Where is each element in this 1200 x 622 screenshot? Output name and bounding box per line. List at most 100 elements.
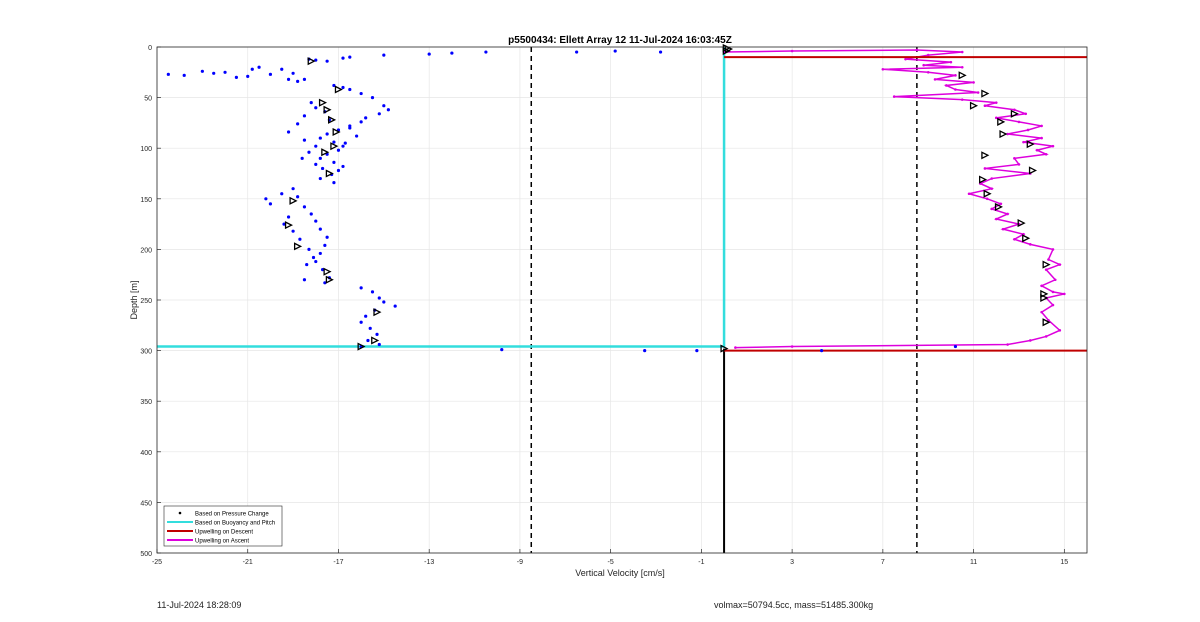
upwelling-ascent-point [1006,212,1009,216]
upwelling-ascent-point [926,71,930,74]
upwelling-ascent-point [945,84,948,87]
x-tick-label: -21 [243,559,253,566]
upwelling-ascent-point [904,57,907,61]
upwelling-ascent-point [734,346,737,349]
upwelling-ascent-point [994,116,998,120]
pressure-change-point [302,114,307,118]
upwelling-ascent-point [1017,163,1021,166]
upwelling-ascent-point [881,67,885,71]
triangle-marker [969,101,979,110]
pressure-change-point [298,237,302,241]
x-tick-label: 3 [790,559,794,566]
pressure-change-point [320,268,325,272]
upwelling-ascent-point [1051,303,1055,307]
pressure-change-point [318,227,322,231]
x-tick-label: 11 [970,559,977,566]
upwelling-ascent-point [983,104,987,107]
pressure-change-point [166,72,170,76]
pressure-change-point [302,205,307,209]
triangle-marker [373,308,382,317]
upwelling-ascent-point [922,63,925,67]
upwelling-ascent-point [1026,128,1030,132]
pressure-change-point [323,281,327,285]
pressure-change-point [323,243,327,247]
upwelling-ascent-point [1058,263,1062,266]
pressure-change-point [341,144,345,148]
pressure-change-point [250,67,254,71]
upwelling-ascent-point [1040,136,1043,140]
upwelling-ascent-point [1001,227,1005,231]
upwelling-ascent-point [994,217,998,221]
pressure-change-point [314,162,318,166]
triangle-marker [357,342,366,351]
pressure-change-point [484,50,488,54]
upwelling-ascent-point [1051,144,1055,148]
pressure-change-point [309,101,313,105]
legend-label: Upwelling on Ascent [195,539,249,545]
pressure-change-point [325,235,329,239]
x-tick-label: 7 [881,559,885,566]
pressure-change-point [359,286,363,290]
pressure-change-point [364,314,368,318]
y-tick-label: 0 [148,45,152,52]
triangle-marker [994,202,1003,211]
upwelling-ascent-point [972,81,975,84]
upwelling-ascent-point [999,202,1003,206]
legend-label: Based on Pressure Change [195,512,269,518]
y-tick-label: 150 [140,197,152,204]
upwelling-ascent-point [1040,284,1043,288]
pressure-change-point [355,134,359,138]
pressure-change-point [343,141,347,145]
pressure-change-point [314,144,318,148]
pressure-change-point [286,215,291,219]
upwelling-ascent-point [1013,108,1016,112]
triangle-marker [979,175,988,184]
pressure-change-point [318,176,322,181]
legend-marker-pressure-change [178,511,182,515]
legend-label: Upwelling on Descent [195,530,253,536]
pressure-change-point [820,349,824,353]
pressure-change-point [314,259,318,264]
pressure-change-point [341,56,345,60]
pressure-change-point [212,71,216,75]
triangle-marker [720,344,729,353]
pressure-change-point [370,96,375,100]
upwelling-ascent-point [1013,237,1016,241]
upwelling-ascent-point [1053,278,1057,282]
pressure-change-point [302,278,307,282]
triangle-marker [981,151,990,160]
reference-lines [530,47,918,553]
axis-ticks: -25 -21 -17 -13 -9 -5 -1 3 7 11 150501001502002503… [140,45,1068,566]
upwelling-ascent-point [1006,343,1009,346]
triangle-marker [371,336,380,345]
pressure-change-point [296,195,300,199]
triangle-marker [307,57,316,66]
legend: Based on Pressure Change Based on Buoyanc… [163,505,283,547]
pressure-change-point [268,72,273,76]
pressure-change-point [359,120,363,124]
upwelling-ascent-point [1058,329,1062,332]
pressure-change-point [375,332,379,337]
triangle-marker [321,148,330,157]
triangle-marker [1042,318,1051,327]
triangle-marker [328,115,337,124]
upwelling-ascent-point [1017,120,1021,124]
upwelling-ascent-point [1044,152,1048,156]
pressure-change-point [264,197,268,201]
pressure-change-point [500,347,504,352]
chart-title: p5500434: Ellett Array 12 11-Jul-2024 16… [508,35,732,46]
upwelling-ascent-point [1035,148,1039,152]
pressure-change-point [318,156,322,160]
pressure-change-point [325,59,329,63]
pressure-change-point [302,77,307,81]
pressure-change-point [302,138,307,142]
triangle-marker [289,196,298,205]
upwelling-ascent-point [983,167,987,170]
footer-date: 11-Jul-2024 18:28:09 [157,600,242,610]
upwelling-ascent-point [892,95,896,98]
pressure-change-point [332,160,336,164]
triangle-marker [1026,140,1035,149]
upwelling-ascent-point [1040,124,1043,128]
pressure-change-point [377,342,381,347]
